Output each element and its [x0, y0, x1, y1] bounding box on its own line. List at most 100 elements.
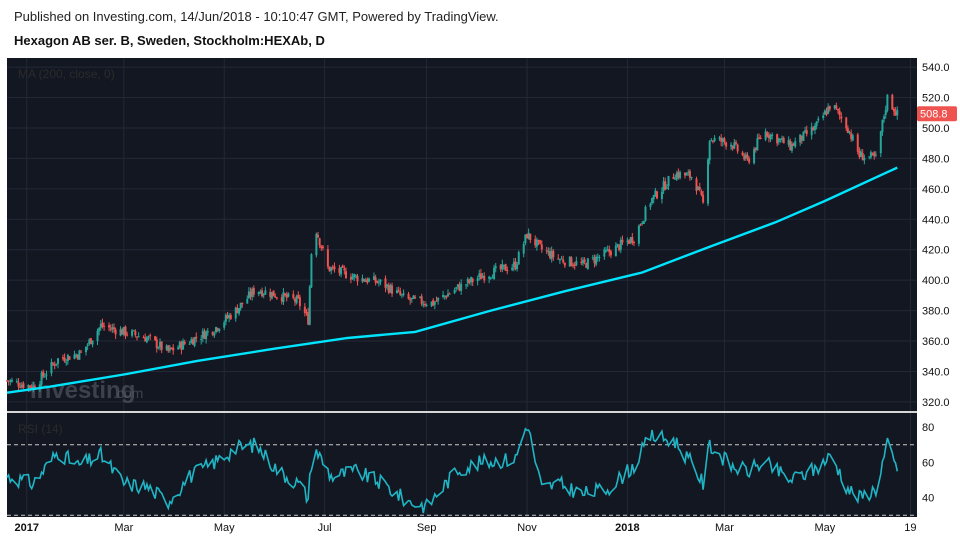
candle-up: [98, 327, 101, 332]
candle-down: [320, 245, 323, 249]
candle-down: [776, 134, 779, 144]
candle-down: [711, 140, 714, 142]
candle-up: [690, 177, 693, 179]
candle-down: [445, 296, 448, 298]
candle-up: [88, 339, 91, 345]
candle-down: [837, 108, 840, 111]
candle-up: [386, 284, 389, 287]
candle-down: [374, 277, 377, 283]
candle-down: [407, 293, 410, 299]
price-tick-label: 500.0: [922, 123, 950, 135]
candle-up: [78, 350, 81, 360]
candle-up: [685, 173, 688, 176]
candle-down: [767, 135, 770, 138]
candle-up: [886, 94, 889, 111]
candle-up: [193, 337, 196, 346]
candle-down: [479, 273, 482, 280]
candle-down: [539, 240, 542, 244]
candle-up: [20, 384, 23, 388]
candle-down: [725, 142, 728, 147]
candle-up: [10, 380, 13, 382]
candle-up: [851, 135, 854, 141]
instrument-title: Hexagon AB ser. B, Sweden, Stockholm:HEX…: [14, 33, 325, 48]
candle-down: [758, 137, 761, 139]
candle-down: [126, 334, 129, 336]
candle-down: [52, 363, 55, 365]
svg-text:.com: .com: [113, 385, 143, 401]
candle-up: [595, 256, 598, 265]
candle-up: [667, 175, 670, 187]
candle-up: [40, 372, 43, 385]
price-tick-label: 420.0: [922, 245, 950, 257]
candle-up: [131, 330, 134, 336]
candle-down: [30, 386, 33, 390]
candle-down: [53, 364, 56, 366]
candle-up: [516, 264, 519, 270]
candle-down: [695, 178, 698, 191]
candle-up: [478, 273, 481, 278]
candle-down: [723, 138, 726, 142]
candle-up: [642, 220, 645, 224]
price-tick-label: 360.0: [922, 336, 950, 348]
candle-up: [799, 134, 802, 143]
candle-down: [167, 345, 170, 352]
candle-down: [211, 331, 214, 335]
candle-up: [234, 307, 237, 319]
candle-down: [631, 237, 634, 244]
candle-down: [549, 251, 552, 259]
candle-up: [790, 143, 793, 151]
candle-down: [856, 134, 859, 152]
candle-up: [96, 331, 99, 341]
ma-indicator-label[interactable]: MA (200, close, 0): [18, 67, 115, 81]
candle-down: [89, 338, 92, 344]
candle-down: [805, 130, 808, 135]
candle-up: [50, 362, 53, 374]
candle-down: [873, 152, 876, 157]
candle-up: [733, 142, 736, 149]
candle-up: [218, 328, 221, 332]
candle-up: [591, 257, 594, 259]
candle-up: [396, 290, 398, 293]
candle-up: [524, 234, 527, 244]
candle-down: [103, 326, 106, 328]
candle-down: [702, 194, 705, 203]
candle-up: [619, 239, 622, 250]
candle-up: [884, 109, 887, 116]
candle-down: [683, 172, 686, 176]
candle-down: [688, 170, 691, 178]
candle-down: [846, 128, 849, 133]
candle-up: [465, 284, 468, 286]
candle-up: [710, 139, 713, 141]
candle-down: [838, 110, 841, 116]
candle-down: [274, 296, 277, 298]
candle-up: [201, 330, 204, 339]
candle-down: [414, 297, 417, 299]
rsi-indicator-label[interactable]: RSI (14): [18, 422, 63, 436]
candle-up: [815, 121, 818, 127]
candle-up: [455, 287, 458, 289]
candle-down: [552, 250, 555, 258]
candle-up: [442, 294, 445, 298]
rsi-axis: 80 60 40: [922, 422, 934, 505]
candle-down: [562, 259, 565, 263]
candle-down: [109, 328, 112, 330]
candle-down: [112, 327, 115, 330]
price-tick-label: 520.0: [922, 93, 950, 105]
candle-up: [641, 222, 644, 224]
candle-up: [354, 275, 357, 277]
candle-down: [746, 155, 749, 159]
main-pane[interactable]: [7, 58, 917, 411]
time-tick-label: Jul: [318, 522, 332, 534]
candle-down: [338, 268, 341, 273]
candle-down: [731, 145, 734, 149]
candle-up: [223, 322, 226, 328]
candle-down: [236, 307, 239, 314]
candle-up: [15, 381, 18, 383]
rsi-pane[interactable]: [7, 413, 917, 517]
candle-down: [840, 116, 843, 119]
candle-up: [810, 126, 813, 136]
candle-up: [190, 339, 193, 344]
candle-down: [812, 127, 815, 131]
candle-down: [391, 285, 394, 294]
